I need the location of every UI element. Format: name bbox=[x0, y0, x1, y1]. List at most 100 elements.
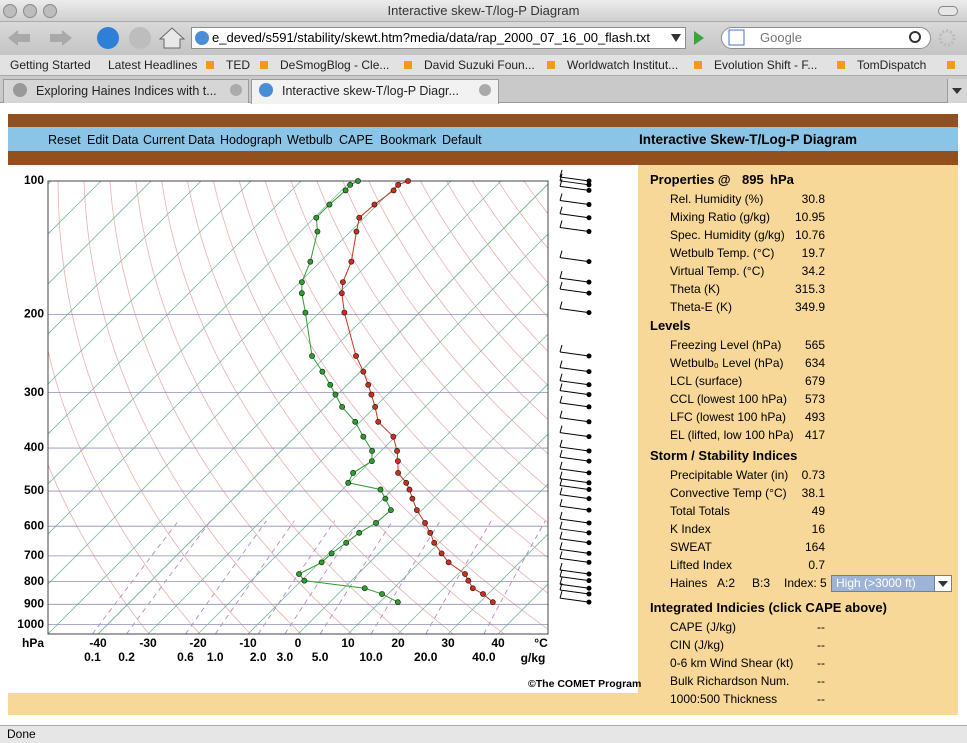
sounding-point bbox=[379, 591, 385, 597]
mixing-ratio-line bbox=[92, 520, 179, 634]
bookmark[interactable]: Getting Started bbox=[10, 58, 91, 72]
tab-close[interactable] bbox=[479, 84, 491, 96]
haines-option[interactable]: High (>3000 ft) bbox=[836, 576, 916, 590]
tab-close[interactable] bbox=[230, 84, 242, 96]
site-icon bbox=[195, 31, 209, 45]
side-panel bbox=[638, 165, 958, 715]
mixing-ratio-unit: g/kg bbox=[521, 651, 546, 665]
wind-barb-dot bbox=[586, 496, 592, 502]
row-value: 0.7 bbox=[808, 558, 825, 572]
mixing-ratio-label: 40.0 bbox=[472, 650, 496, 664]
wind-barb bbox=[559, 505, 590, 511]
wind-barb bbox=[559, 173, 563, 181]
bookmark[interactable]: David Suzuki Foun... bbox=[424, 58, 535, 72]
wind-barb bbox=[559, 521, 563, 529]
app-title: Interactive Skew-T/Log-P Diagram bbox=[639, 132, 858, 147]
wind-barb bbox=[559, 577, 563, 585]
wind-barb bbox=[559, 551, 563, 559]
row-label: LFC (lowest 100 hPa) bbox=[670, 410, 787, 424]
sounding-point bbox=[382, 495, 389, 502]
go-button[interactable] bbox=[694, 31, 704, 45]
mixing-ratio-line bbox=[284, 520, 361, 634]
rss-icon bbox=[260, 61, 268, 69]
dry-adiabat bbox=[368, 181, 548, 420]
menu-item[interactable]: Reset bbox=[48, 133, 81, 147]
wind-barb-dot bbox=[586, 279, 592, 285]
sounding-point bbox=[319, 368, 326, 375]
credit: ©The COMET Program bbox=[528, 678, 642, 690]
wind-barb bbox=[559, 562, 563, 571]
sounding-point bbox=[372, 403, 379, 410]
sounding-point bbox=[332, 391, 339, 398]
isotherm-grid-line bbox=[97, 183, 548, 634]
menu-item[interactable]: Default bbox=[442, 133, 482, 147]
bookmark[interactable]: Evolution Shift - F... bbox=[714, 58, 818, 72]
menu-item[interactable]: Bookmark bbox=[380, 133, 437, 147]
row-label: CCL (lowest 100 hPa) bbox=[670, 392, 787, 406]
wind-barb bbox=[559, 569, 563, 577]
wind-barb-dot bbox=[586, 448, 592, 454]
bookmark[interactable]: TomDispatch bbox=[857, 58, 927, 72]
y-tick-label: 200 bbox=[24, 307, 44, 321]
sounding-point bbox=[480, 591, 486, 597]
tab-list-arrow[interactable] bbox=[952, 88, 962, 94]
spinner bbox=[938, 29, 956, 47]
toolbar-toggle[interactable] bbox=[938, 6, 958, 16]
row-value: 0.73 bbox=[801, 468, 825, 482]
menu-item[interactable]: Hodograph bbox=[220, 133, 282, 147]
menu-item[interactable]: Edit Data bbox=[87, 133, 139, 147]
url-dropdown[interactable] bbox=[671, 34, 681, 42]
select-arrow-icon[interactable] bbox=[938, 581, 948, 587]
status-text: Done bbox=[7, 727, 36, 741]
wind-barb-dot bbox=[586, 591, 592, 597]
search-field[interactable] bbox=[721, 27, 931, 49]
sounding-line bbox=[298, 180, 399, 603]
wind-barb-dot bbox=[586, 187, 592, 193]
haines-select[interactable] bbox=[831, 575, 952, 592]
wind-barb bbox=[559, 487, 563, 495]
mixing-ratio-label: 0.6 bbox=[177, 650, 194, 664]
tab-title[interactable]: Interactive skew-T/log-P Diagr... bbox=[282, 84, 459, 98]
wind-barb bbox=[559, 227, 590, 233]
plot-frame bbox=[47, 180, 549, 635]
wind-barb bbox=[559, 390, 590, 396]
sounding-point bbox=[356, 214, 363, 221]
dry-adiabat bbox=[445, 181, 548, 318]
search-engine-icon[interactable] bbox=[728, 29, 745, 46]
row-value: 30.8 bbox=[801, 192, 825, 206]
search-button[interactable] bbox=[909, 31, 921, 43]
sounding-point bbox=[394, 448, 400, 454]
bookmark[interactable]: TED bbox=[226, 58, 250, 72]
wind-barb bbox=[559, 395, 563, 404]
url-field[interactable] bbox=[191, 27, 686, 49]
wind-barb-dot bbox=[586, 507, 592, 513]
wind-barb bbox=[559, 169, 563, 178]
row-label: Rel. Humidity (%) bbox=[670, 192, 764, 206]
home-button[interactable] bbox=[158, 27, 186, 49]
sounding-point bbox=[356, 529, 363, 536]
minimize-button[interactable] bbox=[23, 4, 37, 18]
stop-button[interactable] bbox=[129, 27, 151, 49]
menu-item[interactable]: CAPE bbox=[339, 133, 374, 147]
zoom-button[interactable] bbox=[43, 4, 57, 18]
menu-item[interactable]: Wetbulb bbox=[287, 133, 333, 147]
menu-item[interactable]: Current Data bbox=[143, 133, 215, 147]
tab[interactable] bbox=[3, 79, 249, 103]
back-button[interactable] bbox=[8, 30, 30, 46]
close-button[interactable] bbox=[3, 4, 17, 18]
bookmark[interactable]: Worldwatch Institut... bbox=[567, 58, 679, 72]
isotherm-grid-line bbox=[297, 383, 548, 634]
sounding-point bbox=[338, 290, 345, 297]
wind-barb bbox=[559, 417, 590, 423]
bookmark[interactable]: Latest Headlines bbox=[108, 58, 198, 72]
bookmark[interactable]: DeSmogBlog - Cle... bbox=[280, 58, 390, 72]
wind-barb bbox=[559, 439, 563, 448]
tab-title[interactable]: Exploring Haines Indices with t... bbox=[36, 84, 217, 98]
reload-button[interactable] bbox=[97, 27, 119, 49]
rss-icon bbox=[694, 61, 702, 69]
forward-button[interactable] bbox=[50, 30, 72, 46]
tab-active[interactable] bbox=[251, 79, 499, 104]
x-tick-label: -20 bbox=[189, 636, 207, 650]
row-label: Virtual Temp. (°C) bbox=[670, 264, 765, 278]
nav-icons bbox=[8, 27, 962, 587]
